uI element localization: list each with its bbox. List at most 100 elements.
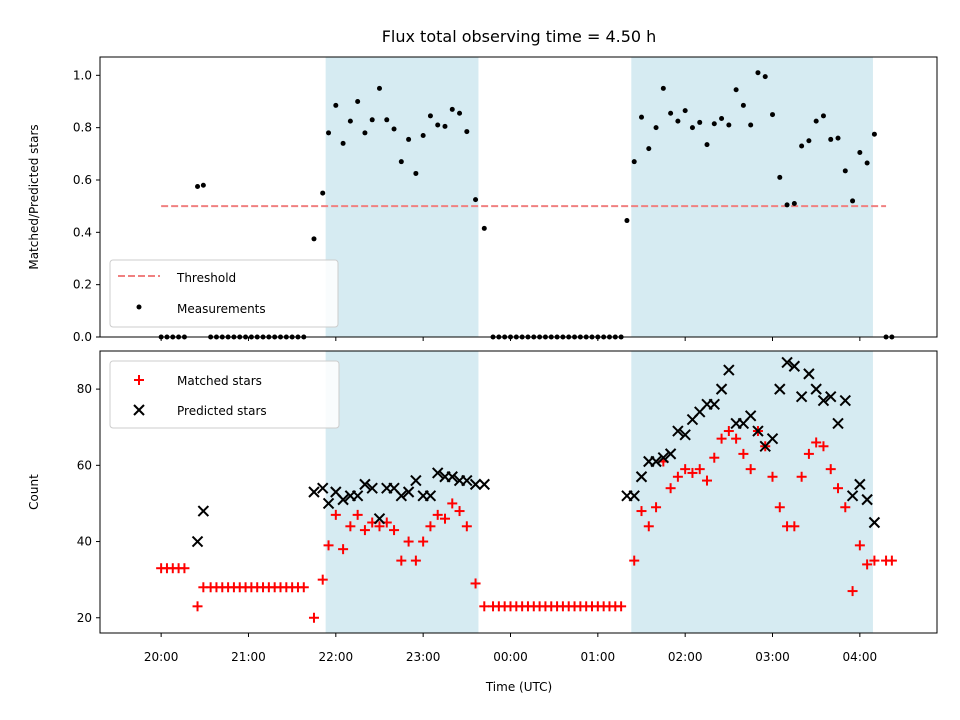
measurement-point (697, 119, 703, 125)
predicted-point (657, 451, 670, 464)
shaded-interval (631, 351, 873, 633)
measurement-point (473, 197, 479, 203)
shaded-interval (325, 57, 479, 337)
predicted-point (672, 425, 684, 437)
matched-point (179, 563, 190, 574)
matched-point (651, 502, 662, 513)
matched-point (479, 601, 490, 612)
predicted-point (478, 478, 490, 491)
predicted-point (317, 482, 329, 494)
matched-point (418, 536, 429, 547)
predicted-point (424, 490, 437, 502)
predicted-point (650, 455, 662, 468)
matched-point (886, 555, 897, 566)
matched-point (869, 555, 880, 566)
measurement-point (777, 174, 783, 180)
matched-point (694, 464, 705, 475)
matched-point (731, 433, 742, 444)
measurement-point (762, 74, 768, 80)
measurement-point (820, 113, 826, 119)
matched-point (461, 521, 472, 532)
y-tick-label: 60 (77, 458, 92, 472)
matched-point (687, 467, 698, 478)
matched-point (374, 521, 385, 532)
y-axis-label: Matched/Predicted stars (27, 124, 41, 269)
predicted-point (410, 474, 422, 487)
predicted-point (854, 478, 866, 491)
matched-point (403, 536, 414, 547)
x-tick-label: 21:00 (231, 650, 266, 664)
measurement-point (420, 133, 426, 139)
measurement-point (391, 126, 397, 132)
matched-point (432, 509, 443, 520)
predicted-point (191, 535, 204, 548)
y-tick-label: 40 (77, 535, 92, 549)
matched-point (825, 464, 836, 475)
matched-point (738, 448, 749, 459)
measurement-point (413, 170, 419, 176)
measurement-point (682, 108, 688, 114)
predicted-point (351, 490, 364, 502)
legend-threshold-label: Threshold (176, 271, 236, 285)
matched-point (811, 437, 822, 448)
predicted-point (402, 486, 415, 498)
matched-point (439, 513, 450, 524)
measurement-point (457, 110, 463, 116)
matched-point (716, 433, 727, 444)
measurement-point (320, 190, 326, 196)
matched-point (308, 612, 319, 623)
matched-point (774, 502, 785, 513)
y-tick-label: 0.0 (73, 330, 92, 344)
predicted-point (664, 448, 677, 460)
measurement-point (784, 202, 790, 208)
matched-point (317, 574, 328, 585)
predicted-point (337, 493, 349, 506)
predicted-point (810, 383, 822, 395)
matched-point (352, 509, 363, 520)
predicted-point (359, 478, 371, 491)
matched-point (298, 582, 309, 593)
measurement-point (719, 115, 725, 121)
predicted-point (715, 383, 728, 395)
measurement-point (347, 118, 353, 124)
matched-point (389, 525, 400, 536)
predicted-point (846, 490, 859, 502)
measurement-point (733, 87, 739, 93)
chart-title: Flux total observing time = 4.50 h (382, 27, 657, 46)
matched-point (847, 586, 858, 597)
x-tick-label: 04:00 (843, 650, 878, 664)
matched-point (192, 601, 203, 612)
measurement-point (857, 150, 863, 156)
measurement-point (631, 159, 637, 165)
matched-point (636, 506, 647, 517)
shaded-interval (325, 351, 479, 633)
measurement-point (770, 112, 776, 118)
matched-point (854, 540, 865, 551)
legend-measurements-label: Measurements (177, 302, 266, 316)
matched-point (709, 452, 720, 463)
measurement-point (398, 159, 404, 165)
matched-point (723, 426, 734, 437)
measurement-point (806, 138, 812, 144)
legend-box (109, 259, 339, 328)
measurement-point (200, 182, 206, 188)
matched-point (345, 521, 356, 532)
y-tick-label: 0.2 (73, 278, 92, 292)
predicted-point (679, 429, 691, 441)
axes-frame (99, 56, 938, 338)
matched-point (338, 544, 349, 555)
measurement-point (835, 135, 841, 141)
predicted-point (766, 432, 779, 445)
matched-point (629, 555, 640, 566)
predicted-point (744, 410, 757, 422)
predicted-point (635, 471, 648, 483)
measurement-point (748, 122, 754, 128)
matched-point (454, 506, 465, 517)
measurement-point (481, 225, 487, 231)
predicted-point (395, 490, 408, 502)
predicted-point (197, 505, 210, 517)
measurement-point (406, 136, 412, 142)
measurement-point (384, 117, 390, 123)
measurement-point (427, 113, 433, 119)
matched-point (803, 448, 814, 459)
